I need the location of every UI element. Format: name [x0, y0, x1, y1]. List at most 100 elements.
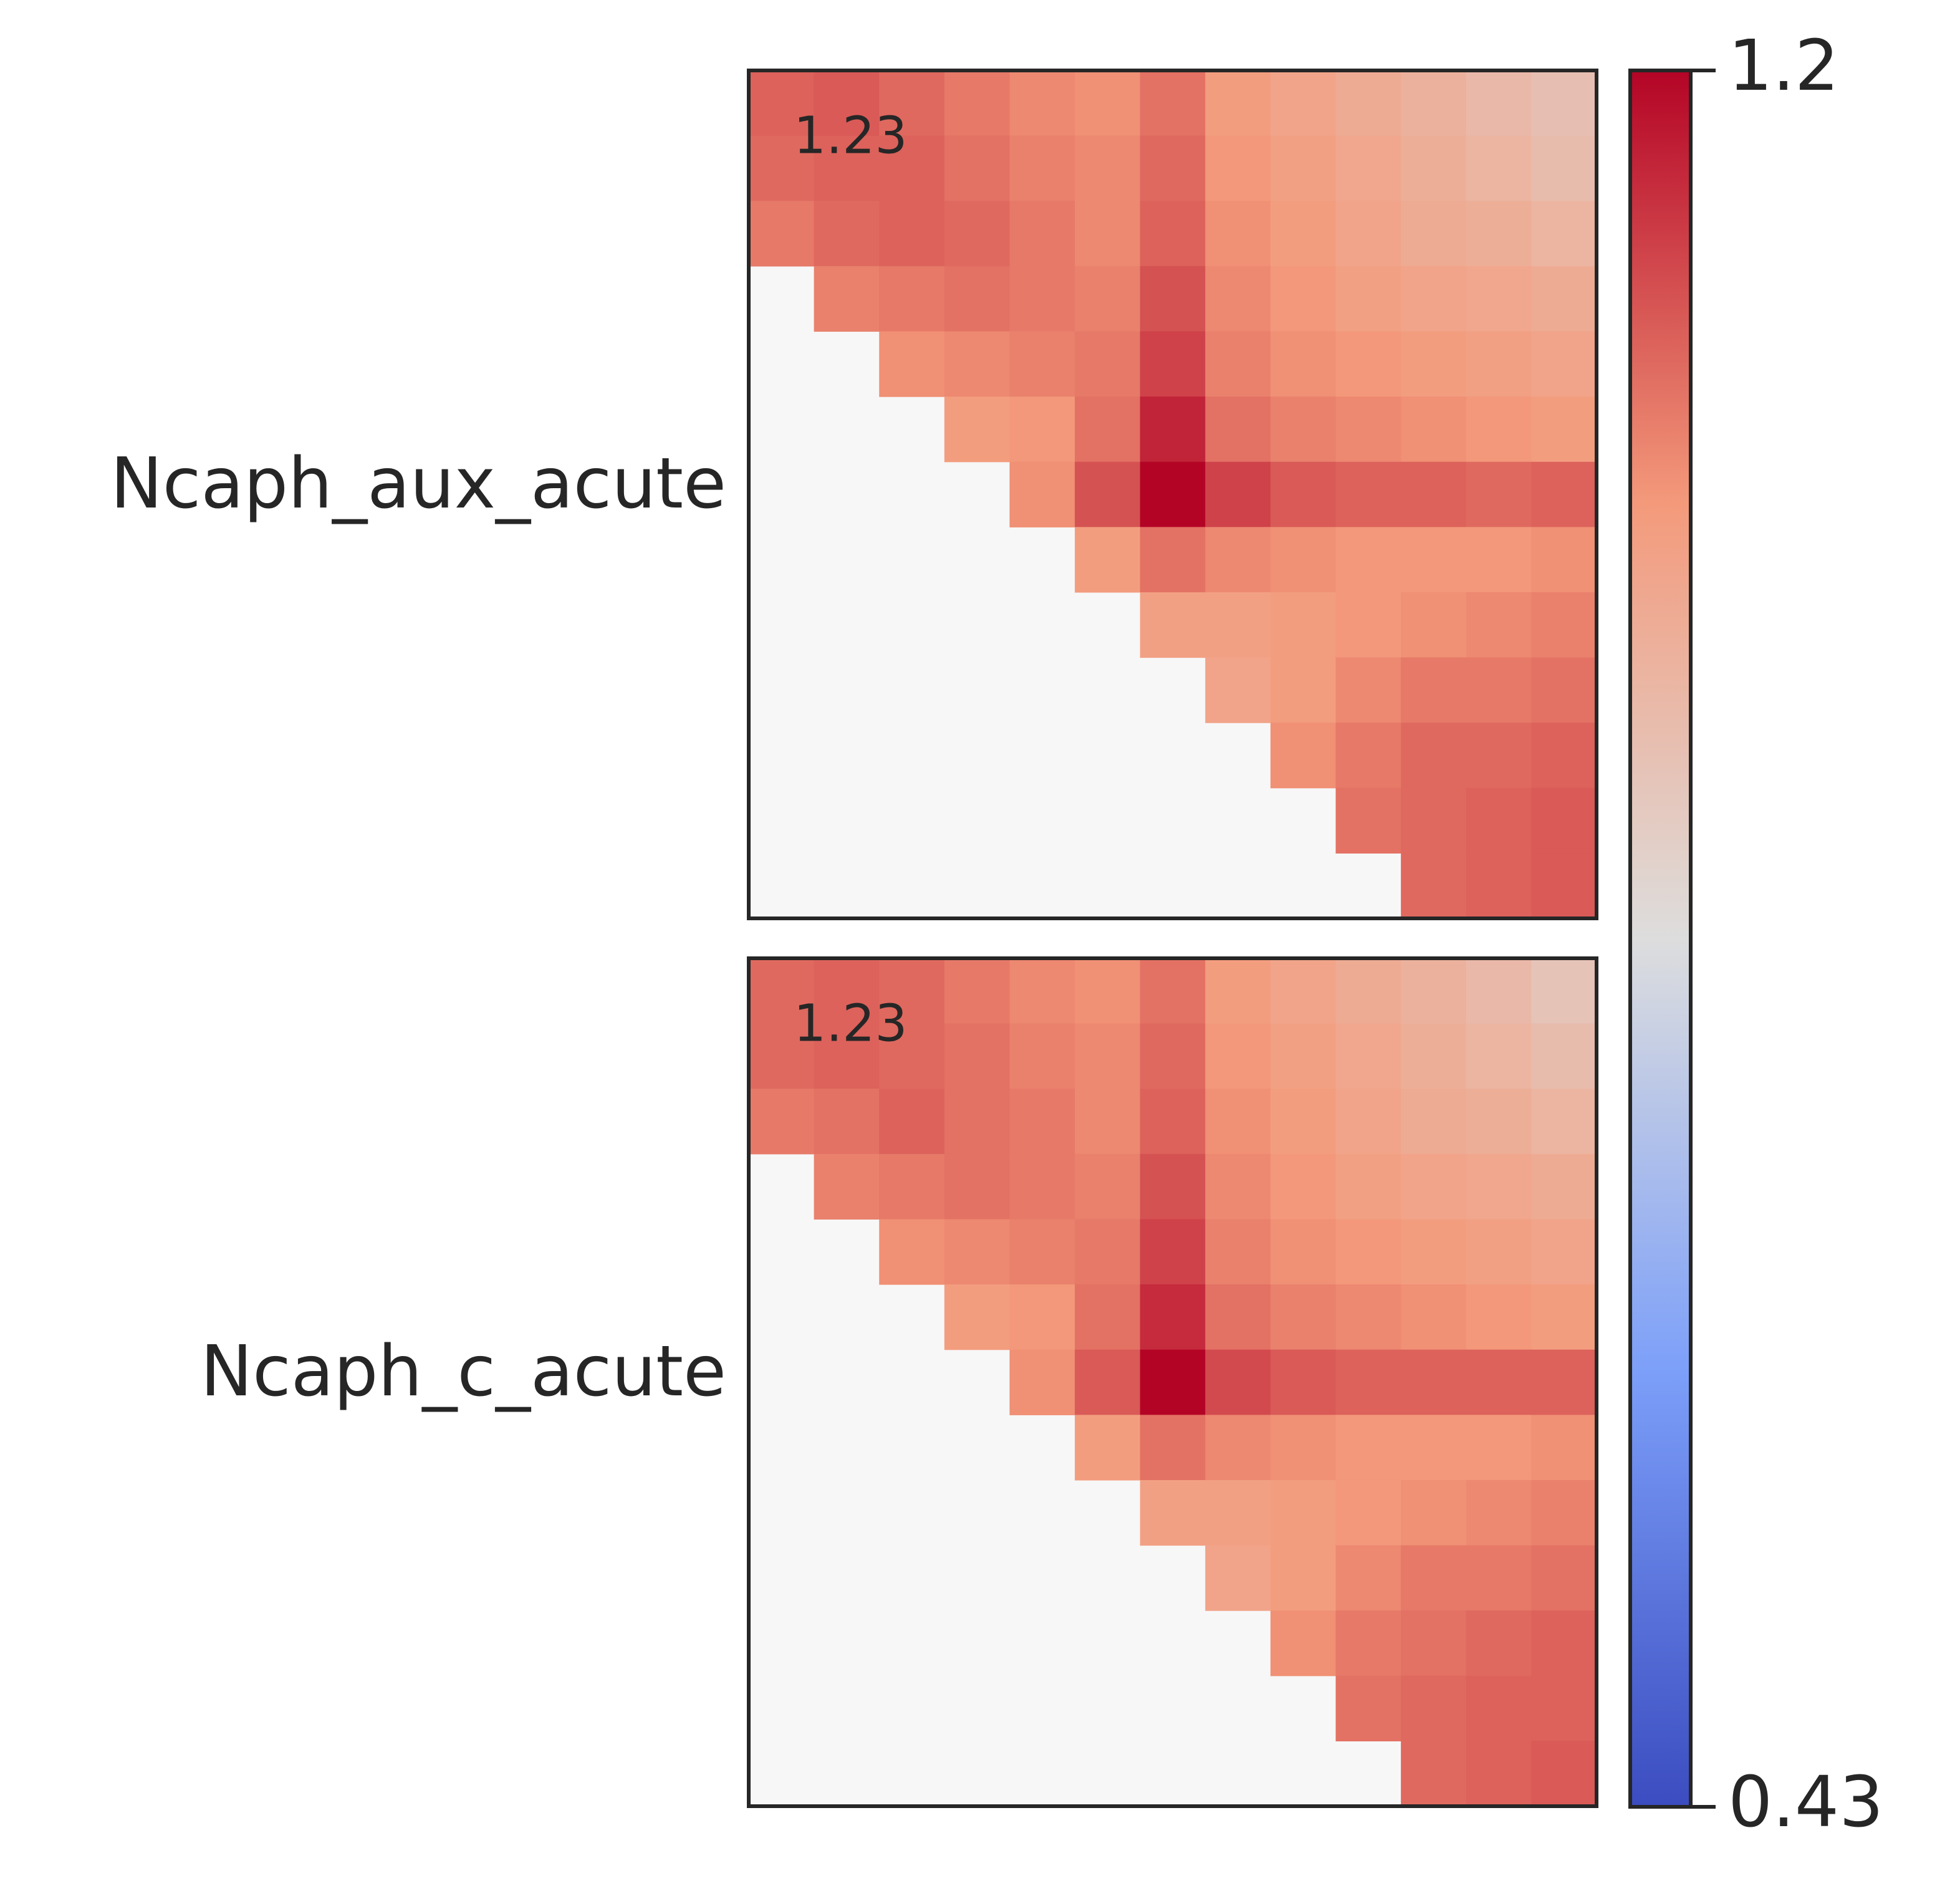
heatmap-cell [944, 331, 1011, 397]
heatmap-cell [1466, 331, 1532, 397]
heatmap-cell [1270, 1415, 1337, 1481]
heatmap-cell [1531, 592, 1597, 658]
heatmap-cell [1401, 266, 1467, 332]
heatmap-cell [1075, 958, 1141, 1024]
heatmap-cell [1335, 1675, 1401, 1741]
heatmap-cell [814, 266, 880, 332]
heatmap-cell [1075, 397, 1141, 463]
heatmap-cell [1466, 1415, 1532, 1481]
heatmap-cell [1531, 1545, 1597, 1611]
heatmap-cell [1009, 397, 1075, 463]
panel-annotation: 1.23 [794, 106, 908, 165]
heatmap-cell [1531, 958, 1597, 1024]
heatmap-cell [944, 1023, 1011, 1089]
heatmap-cell [1531, 723, 1597, 789]
heatmap-cell [1531, 397, 1597, 463]
heatmap-cell [749, 1023, 815, 1089]
heatmap-cell [1401, 331, 1467, 397]
heatmap-cell [1075, 331, 1141, 397]
heatmap-cell [1270, 1479, 1337, 1546]
heatmap-cell [1205, 657, 1271, 723]
heatmap-cell [1531, 1675, 1597, 1741]
heatmap-cell [1270, 266, 1337, 332]
heatmap-cell [1335, 266, 1401, 332]
heatmap-cell [1270, 1219, 1337, 1285]
heatmap-cell [1335, 331, 1401, 397]
heatmap-cell [1270, 1610, 1337, 1677]
heatmap-cell [1531, 1284, 1597, 1350]
row-label: Ncaph_c_acute [200, 1331, 726, 1412]
colorbar-tick-label: 0.43 [1728, 1762, 1883, 1843]
heatmap-cell [749, 958, 815, 1024]
heatmap-cell [1531, 853, 1597, 919]
heatmap-cell [1466, 1675, 1532, 1741]
heatmap-cell [814, 1023, 880, 1089]
heatmap-cell [879, 1153, 945, 1220]
heatmap-cell [1401, 527, 1467, 593]
heatmap-cell [1466, 723, 1532, 789]
heatmap-cell [1270, 201, 1337, 267]
heatmap-cell [1335, 1089, 1401, 1155]
heatmap-cell [1205, 958, 1271, 1024]
heatmap-cell [1401, 657, 1467, 723]
panel-frame [747, 956, 1598, 1808]
panel-annotation: 1.23 [794, 994, 908, 1053]
heatmap-cell [1401, 723, 1467, 789]
heatmap-cell [1009, 1349, 1075, 1415]
heatmap-cell [1205, 1023, 1271, 1089]
heatmap-cell [1401, 1349, 1467, 1415]
heatmap-cell [1009, 1284, 1075, 1350]
heatmap-cell [1466, 201, 1532, 267]
heatmap-cell [1466, 853, 1532, 919]
heatmap-cell [1270, 461, 1337, 527]
heatmap-cell [1466, 1479, 1532, 1546]
heatmap-cell [749, 135, 815, 201]
heatmap-cell [1531, 1741, 1597, 1807]
heatmap-cell [944, 1284, 1011, 1350]
heatmap-cell [1075, 1089, 1141, 1155]
heatmap-cell [1466, 70, 1532, 137]
heatmap-cell [1205, 527, 1271, 593]
colorbar-tick-label: 1.2 [1728, 26, 1839, 107]
heatmap-cell [1009, 266, 1075, 332]
heatmap-cell [1140, 1415, 1206, 1481]
heatmap-cell [1140, 70, 1206, 137]
heatmap-cell [1531, 1089, 1597, 1155]
heatmap-cell [749, 1089, 815, 1155]
heatmap-cell [1335, 397, 1401, 463]
heatmap-cell [1140, 1023, 1206, 1089]
heatmap-cell [1466, 1023, 1532, 1089]
heatmap-cell [1466, 1219, 1532, 1285]
heatmap-cell [944, 201, 1011, 267]
heatmap-cell [1140, 331, 1206, 397]
heatmap-cell [1075, 1219, 1141, 1285]
heatmap-cell [1531, 1479, 1597, 1546]
heatmap-cell [1205, 201, 1271, 267]
heatmap-cell [1335, 787, 1401, 854]
heatmap-cell [1270, 958, 1337, 1024]
heatmap-cell [879, 958, 945, 1024]
heatmap-cell [1205, 1545, 1271, 1611]
heatmap-cell [879, 1089, 945, 1155]
heatmap-cell [944, 1153, 1011, 1220]
heatmap-cell [1270, 527, 1337, 593]
heatmap-cell [1075, 266, 1141, 332]
heatmap-cell [1335, 723, 1401, 789]
heatmap-cell [1009, 461, 1075, 527]
heatmap-cell [1335, 527, 1401, 593]
heatmap-cell [1270, 1023, 1337, 1089]
heatmap-cell [1270, 70, 1337, 137]
heatmap-cell [1335, 1023, 1401, 1089]
heatmap-cell [1466, 1284, 1532, 1350]
heatmap-cell [1531, 70, 1597, 137]
heatmap-cell [1270, 331, 1337, 397]
heatmap-cell [1270, 397, 1337, 463]
heatmap-cell [1075, 527, 1141, 593]
heatmap-cell [1205, 1415, 1271, 1481]
heatmap-cell [1401, 397, 1467, 463]
heatmap-cell [1335, 1479, 1401, 1546]
heatmap-cell [1401, 135, 1467, 201]
heatmap-cell [1205, 331, 1271, 397]
heatmap-cell [1466, 592, 1532, 658]
